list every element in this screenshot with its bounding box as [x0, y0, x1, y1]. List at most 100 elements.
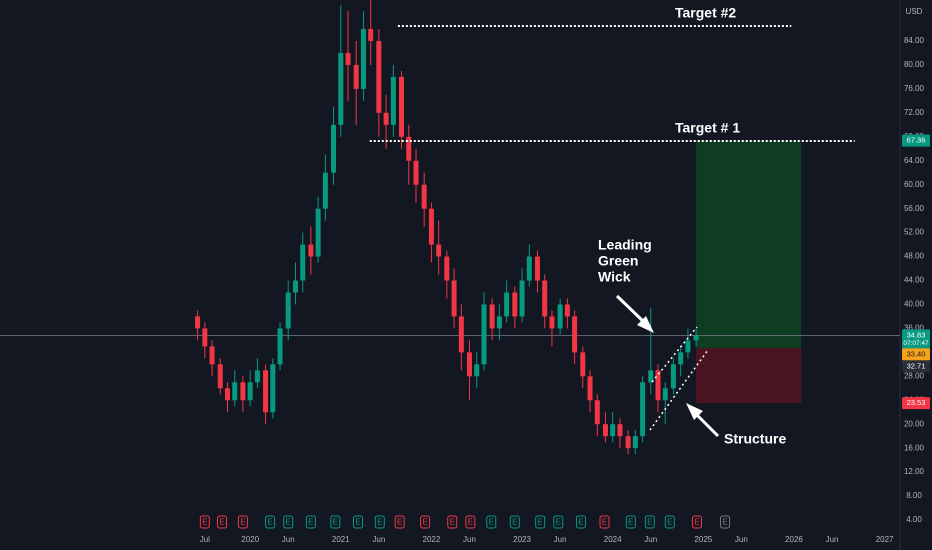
channel-lower	[649, 349, 709, 431]
earnings-marker	[553, 515, 564, 529]
target-label: Target #2	[675, 5, 736, 21]
stop-price	[902, 397, 930, 410]
candle-body	[232, 382, 238, 401]
x-tick-label: 2021	[332, 535, 350, 544]
earnings-marker	[599, 515, 610, 529]
y-tick-label: 8.00	[906, 491, 922, 500]
earnings-marker	[447, 515, 458, 529]
y-tick-label: 20.00	[904, 419, 925, 428]
earnings-marker	[509, 515, 520, 529]
candle-body	[322, 172, 328, 209]
candle-body	[254, 370, 260, 383]
candle-body	[436, 244, 442, 257]
x-tick-label: 2025	[694, 535, 712, 544]
earnings-label: E	[333, 518, 338, 527]
earnings-marker	[720, 515, 731, 529]
earnings-label: E	[219, 518, 224, 527]
candle-body	[617, 424, 623, 437]
candle-body	[474, 364, 480, 377]
candle-body	[406, 136, 412, 161]
candle-body	[217, 364, 223, 389]
earnings-marker	[199, 515, 210, 529]
earnings-label: E	[397, 518, 402, 527]
target-price-label: 67.36	[907, 136, 926, 145]
y-tick-label: 60.00	[904, 180, 925, 189]
earnings-marker	[305, 515, 316, 529]
y-tick-label: 44.00	[904, 276, 925, 285]
y-tick-label: 12.00	[904, 467, 925, 476]
last-price-label: 34.83	[907, 330, 926, 339]
earnings-label: E	[538, 518, 543, 527]
arrows	[615, 294, 720, 438]
candle-body	[383, 112, 389, 125]
earnings-label: E	[202, 518, 207, 527]
candle-body	[308, 244, 314, 257]
candle-body	[224, 388, 230, 401]
y-tick-label: 52.00	[904, 228, 925, 237]
earnings-label: E	[377, 518, 382, 527]
x-tick-label: 2026	[785, 535, 803, 544]
y-tick-label: 40.00	[904, 300, 925, 309]
earnings-label: E	[267, 518, 272, 527]
earnings-label: E	[628, 518, 633, 527]
candle-body	[353, 64, 359, 89]
candle-body	[209, 346, 215, 365]
candle-body	[534, 256, 540, 281]
y-tick-label: 48.00	[904, 252, 925, 261]
y-tick-label: 80.00	[904, 60, 925, 69]
candle-body	[564, 304, 570, 317]
earnings-marker	[374, 515, 385, 529]
earnings-marker	[237, 515, 248, 529]
candle-body	[300, 244, 306, 281]
candle-body	[331, 124, 337, 173]
candle-body	[678, 352, 684, 365]
earnings-marker	[691, 515, 702, 529]
earnings-marker	[625, 515, 636, 529]
x-tick-label: 2024	[604, 535, 622, 544]
arrow-head	[686, 403, 703, 420]
x-tick-label: 2020	[241, 535, 259, 544]
x-tick-label: Jun	[372, 535, 385, 544]
candle-body	[519, 280, 525, 317]
candle-body	[368, 29, 374, 42]
candle-body	[655, 370, 661, 401]
earnings-marker	[283, 515, 294, 529]
candle-body	[504, 292, 510, 317]
candle-body	[421, 184, 427, 209]
x-tick-label: Jun	[463, 535, 476, 544]
candle-body	[662, 388, 668, 401]
candle-body	[489, 304, 495, 329]
earnings-label: E	[647, 518, 652, 527]
candle-body	[466, 352, 472, 377]
candle-body	[413, 160, 419, 185]
annotation: Green	[598, 253, 638, 269]
channel	[649, 326, 709, 431]
earnings-marker	[575, 515, 586, 529]
earnings-label: E	[355, 518, 360, 527]
candle-body	[376, 41, 382, 113]
y-tick-label: 28.00	[904, 371, 925, 380]
earnings-marker	[535, 515, 546, 529]
candle-body	[458, 316, 464, 353]
y-tick-label: 16.00	[904, 443, 925, 452]
candle-body	[542, 280, 548, 317]
channel-upper	[651, 326, 698, 383]
marker-price	[902, 348, 930, 361]
candle-body	[428, 208, 434, 245]
last-price-box	[902, 329, 930, 350]
candle-body	[444, 256, 450, 281]
earnings-label: E	[578, 518, 583, 527]
candle-body	[640, 382, 646, 437]
earnings-marker	[644, 515, 655, 529]
candle-body	[399, 76, 405, 137]
earnings-label: E	[722, 518, 727, 527]
profit-zone	[696, 140, 802, 349]
candle-body	[632, 436, 638, 449]
candle-body	[481, 304, 487, 365]
earnings-label: E	[450, 518, 455, 527]
candle-body	[270, 364, 276, 413]
earnings-label: E	[468, 518, 473, 527]
earnings-label: E	[489, 518, 494, 527]
x-tick-label: Jun	[644, 535, 657, 544]
candle-body	[277, 328, 283, 365]
